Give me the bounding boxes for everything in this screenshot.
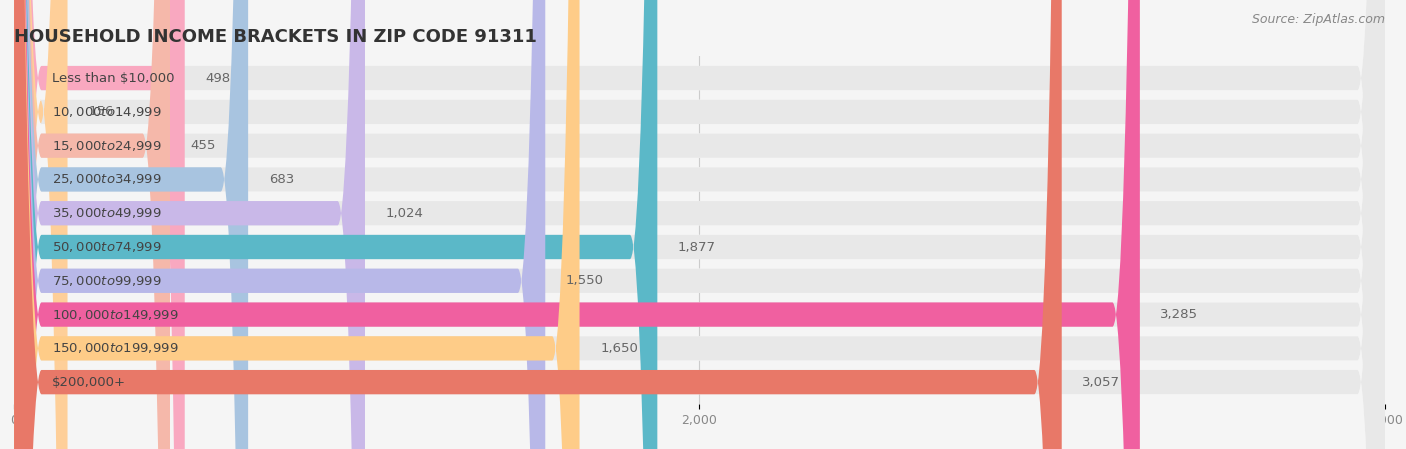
Text: $25,000 to $34,999: $25,000 to $34,999: [52, 172, 162, 186]
Text: $100,000 to $149,999: $100,000 to $149,999: [52, 308, 179, 321]
FancyBboxPatch shape: [14, 0, 1140, 449]
FancyBboxPatch shape: [14, 0, 170, 449]
FancyBboxPatch shape: [14, 0, 1385, 449]
Text: 1,877: 1,877: [678, 241, 716, 254]
Text: $200,000+: $200,000+: [52, 376, 125, 389]
FancyBboxPatch shape: [14, 0, 1385, 449]
FancyBboxPatch shape: [14, 0, 658, 449]
Text: 1,550: 1,550: [565, 274, 603, 287]
FancyBboxPatch shape: [14, 0, 1385, 449]
FancyBboxPatch shape: [14, 0, 1385, 449]
Text: $50,000 to $74,999: $50,000 to $74,999: [52, 240, 162, 254]
Text: 683: 683: [269, 173, 294, 186]
FancyBboxPatch shape: [14, 0, 1385, 449]
Text: $75,000 to $99,999: $75,000 to $99,999: [52, 274, 162, 288]
FancyBboxPatch shape: [14, 0, 67, 449]
FancyBboxPatch shape: [14, 0, 1385, 449]
FancyBboxPatch shape: [14, 0, 1385, 449]
Text: 3,285: 3,285: [1160, 308, 1198, 321]
FancyBboxPatch shape: [14, 0, 1385, 449]
Text: Less than $10,000: Less than $10,000: [52, 71, 174, 84]
Text: $35,000 to $49,999: $35,000 to $49,999: [52, 206, 162, 220]
FancyBboxPatch shape: [14, 0, 1385, 449]
FancyBboxPatch shape: [14, 0, 1385, 449]
Text: 498: 498: [205, 71, 231, 84]
Text: $15,000 to $24,999: $15,000 to $24,999: [52, 139, 162, 153]
FancyBboxPatch shape: [14, 0, 366, 449]
Text: 3,057: 3,057: [1083, 376, 1121, 389]
FancyBboxPatch shape: [14, 0, 546, 449]
Text: $150,000 to $199,999: $150,000 to $199,999: [52, 341, 179, 355]
Text: 455: 455: [191, 139, 217, 152]
FancyBboxPatch shape: [14, 0, 1385, 449]
FancyBboxPatch shape: [14, 0, 1385, 449]
FancyBboxPatch shape: [14, 0, 1385, 449]
FancyBboxPatch shape: [14, 0, 579, 449]
FancyBboxPatch shape: [14, 0, 247, 449]
Text: Source: ZipAtlas.com: Source: ZipAtlas.com: [1251, 13, 1385, 26]
FancyBboxPatch shape: [14, 0, 1385, 449]
Text: HOUSEHOLD INCOME BRACKETS IN ZIP CODE 91311: HOUSEHOLD INCOME BRACKETS IN ZIP CODE 91…: [14, 28, 537, 46]
FancyBboxPatch shape: [14, 0, 1385, 449]
FancyBboxPatch shape: [14, 0, 184, 449]
FancyBboxPatch shape: [14, 0, 1062, 449]
Text: 156: 156: [89, 106, 114, 119]
FancyBboxPatch shape: [14, 0, 1385, 449]
FancyBboxPatch shape: [14, 0, 1385, 449]
FancyBboxPatch shape: [14, 0, 1385, 449]
Text: 1,650: 1,650: [600, 342, 638, 355]
Text: $10,000 to $14,999: $10,000 to $14,999: [52, 105, 162, 119]
FancyBboxPatch shape: [14, 0, 1385, 449]
Text: 1,024: 1,024: [385, 207, 423, 220]
FancyBboxPatch shape: [14, 0, 1385, 449]
